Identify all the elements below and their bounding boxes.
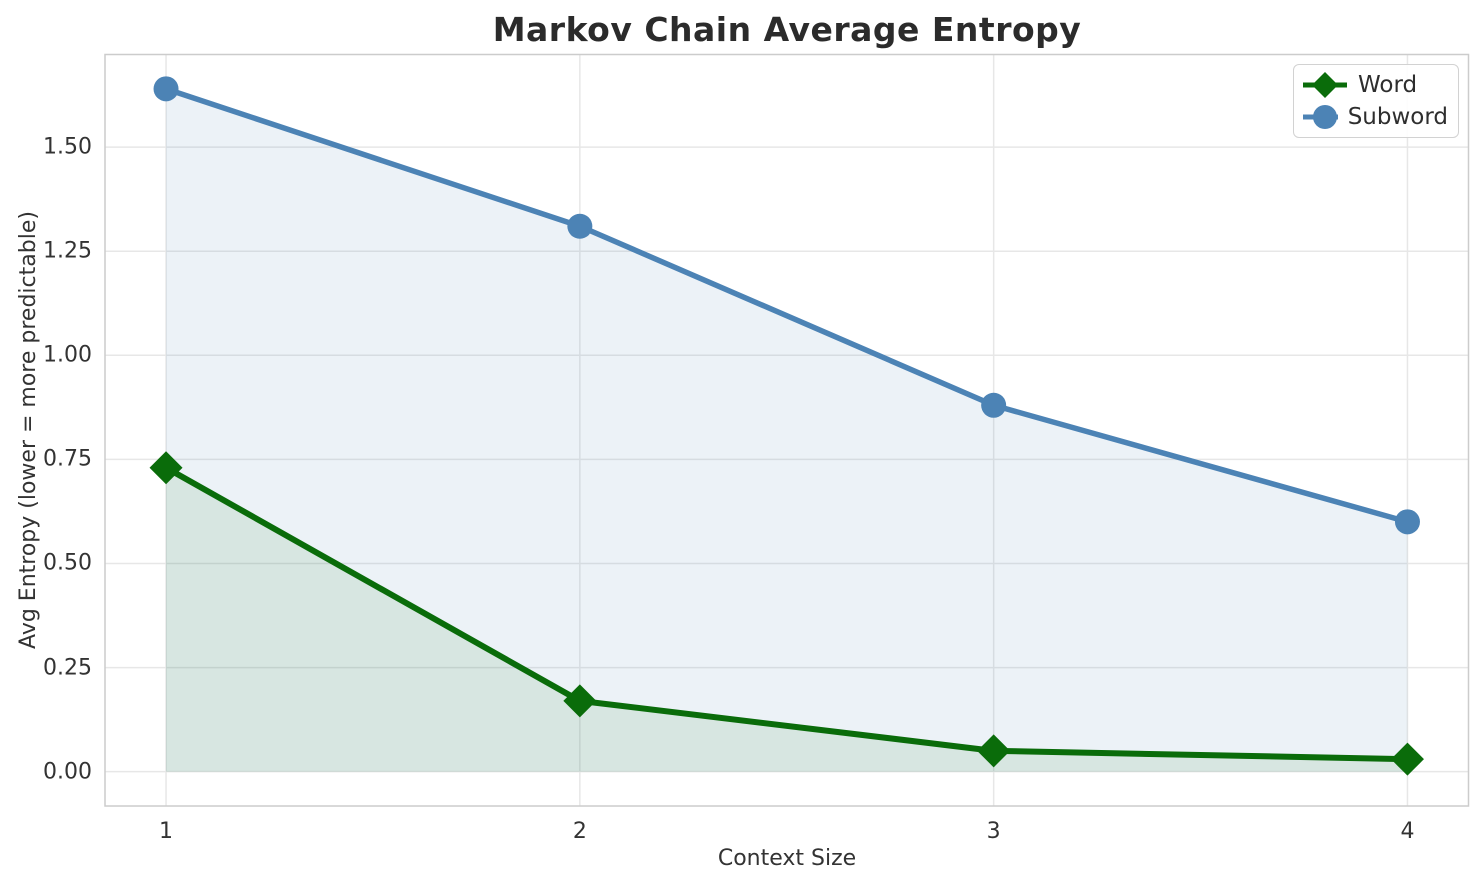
y-tick-label: 0.50 bbox=[43, 550, 92, 576]
legend-label-subword: Subword bbox=[1347, 104, 1448, 130]
legend-entry-word: Word bbox=[1302, 70, 1448, 100]
y-tick-label: 0.75 bbox=[43, 446, 92, 472]
subword-area-fill bbox=[166, 88, 1408, 772]
x-axis-label: Context Size bbox=[717, 846, 857, 871]
x-tick-label: 4 bbox=[1400, 819, 1415, 844]
subword-data-point bbox=[1394, 509, 1420, 535]
subword-data-point bbox=[981, 392, 1007, 418]
x-tick-label: 1 bbox=[159, 819, 174, 844]
y-tick-label: 0.00 bbox=[43, 759, 92, 785]
subword-series-marker-icon bbox=[1303, 105, 1338, 129]
y-tick-label: 1.25 bbox=[43, 238, 92, 264]
word-data-point bbox=[1390, 742, 1424, 776]
legend-label-word: Word bbox=[1358, 72, 1418, 98]
word-series-marker-icon bbox=[1303, 72, 1347, 98]
word-data-point bbox=[149, 451, 183, 485]
y-tick-label: 1.50 bbox=[43, 134, 92, 160]
subword-data-point bbox=[153, 76, 179, 102]
x-tick-label: 2 bbox=[572, 819, 587, 844]
word-area-fill bbox=[166, 467, 1408, 772]
legend: Word Subword bbox=[1293, 64, 1459, 138]
word-series-line bbox=[163, 464, 1411, 763]
x-tick-label: 3 bbox=[986, 819, 1001, 844]
y-tick-label: 0.25 bbox=[43, 655, 92, 681]
y-axis-label-text: Avg Entropy (lower = more predictable) bbox=[16, 211, 41, 649]
subword-series-line bbox=[163, 86, 1411, 525]
word-data-point bbox=[563, 684, 597, 718]
legend-entry-subword: Subword bbox=[1302, 102, 1448, 132]
plot-border bbox=[104, 53, 1470, 807]
word-data-point bbox=[977, 734, 1011, 768]
subword-data-point bbox=[567, 213, 593, 239]
chart-title: Markov Chain Average Entropy bbox=[492, 10, 1082, 49]
y-tick-label: 1.00 bbox=[43, 342, 92, 368]
